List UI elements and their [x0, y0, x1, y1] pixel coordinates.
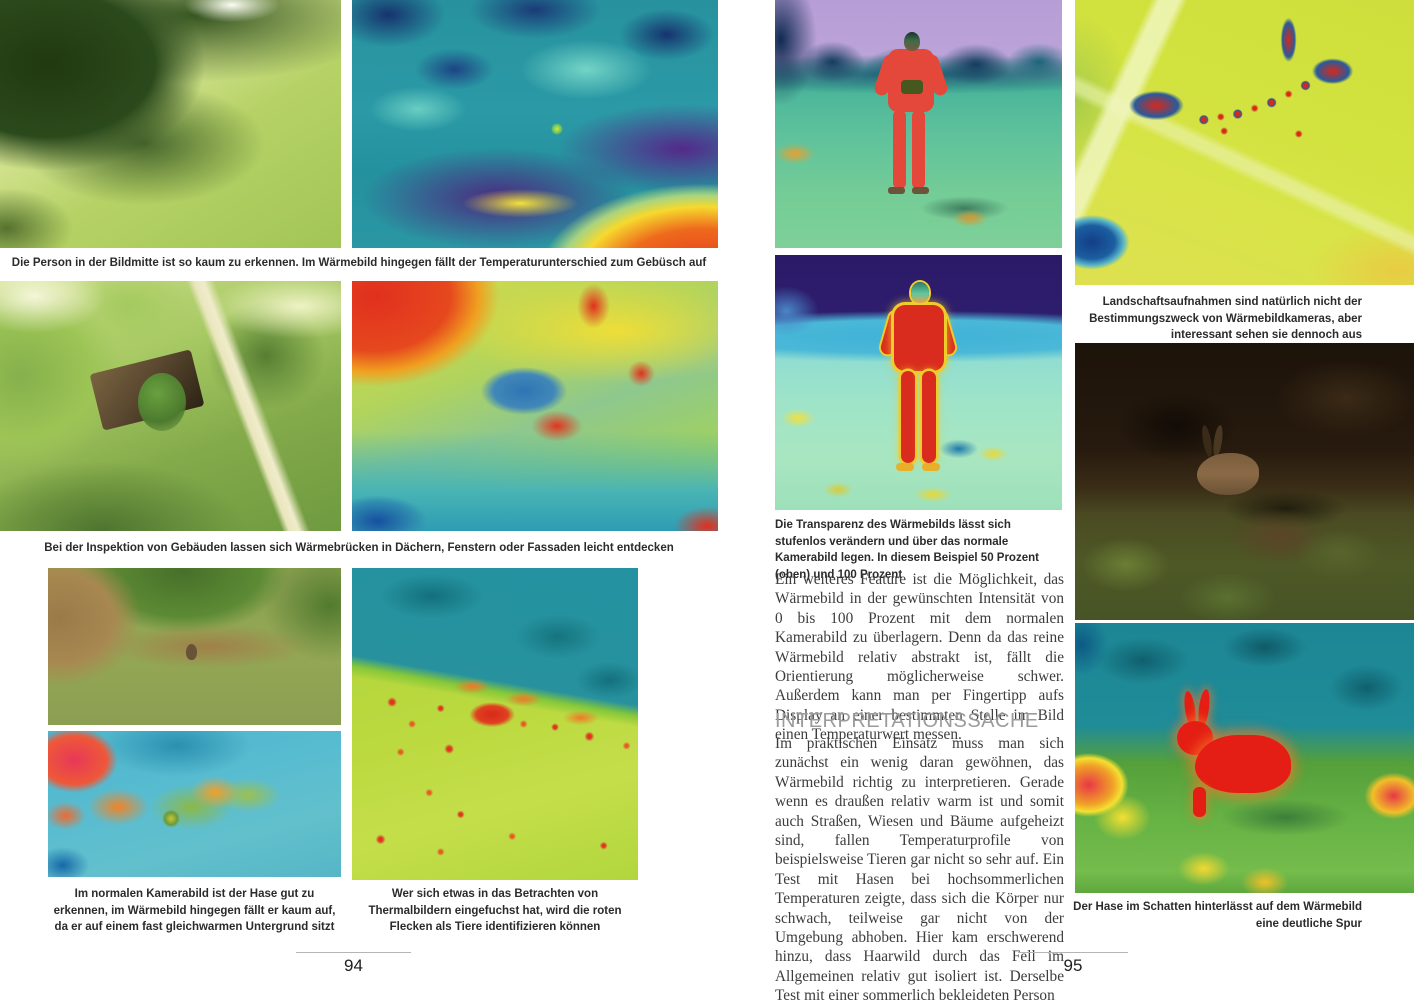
drone-controller [901, 80, 923, 94]
person-foot [896, 463, 914, 471]
tree-over-cabin [138, 373, 186, 431]
caption-thermal-spots: Wer sich etwas in das Betrachten von The… [368, 888, 622, 933]
hare-ear [1200, 424, 1214, 458]
section-heading: INTERPRETATIONSSACHE [775, 710, 1039, 732]
thermal-image-hare-field [48, 731, 341, 877]
page-number-95: 95 [1063, 956, 1083, 975]
photo-house-drone [0, 281, 341, 531]
person-foot [922, 463, 940, 471]
gravel-path [185, 281, 317, 531]
page-rule-95 [1018, 952, 1128, 953]
caption-house-pair: Bei der Inspektion von Gebäuden lassen s… [44, 542, 674, 554]
page-number-94: 94 [344, 956, 363, 975]
person-leg [893, 110, 906, 189]
caption-hare-pair: Im normalen Kamerabild ist der Hase gut … [53, 888, 336, 933]
photo-hare-field [48, 568, 341, 725]
article-column: Ein weiteres Feature ist die Möglichkeit… [775, 570, 1064, 745]
caption-landscape: Landschaftsaufnahmen sind natürlich nich… [1089, 296, 1362, 341]
page-rule-94 [296, 952, 411, 953]
hare-body [1195, 735, 1291, 793]
paragraph-overlay-feature: Ein weiteres Feature ist die Möglichkeit… [775, 571, 1064, 744]
person-leg [901, 371, 915, 463]
caption-hare-shadow: Der Hase im Schatten hinterlässt auf dem… [1073, 901, 1362, 930]
person-foot [888, 187, 905, 194]
thermal-overlay-50-percent [775, 0, 1062, 248]
thermal-image-house [352, 281, 718, 531]
hare-in-photo [186, 644, 197, 660]
photo-hare-shadow [1075, 343, 1414, 620]
person-leg [912, 110, 925, 189]
caption-meadow-pair: Die Person in der Bildmitte ist so kaum … [11, 257, 707, 269]
person-head [904, 32, 920, 51]
thermal-overlay-100-percent [775, 255, 1062, 510]
paragraph-interpretation: Im praktischen Einsatz muss man sich zun… [775, 735, 1064, 1000]
person-leg [922, 371, 936, 463]
person-head [911, 282, 929, 303]
photo-meadow-drone [0, 0, 341, 248]
hare-leg [1193, 787, 1206, 817]
thermal-image-field-spots [352, 568, 638, 880]
caption-transparency: Die Transparenz des Wärmebilds lässt sic… [775, 519, 1039, 581]
person-torso [894, 305, 944, 371]
thermal-image-landscape [1075, 0, 1414, 285]
person-foot [912, 187, 929, 194]
article-column: Im praktischen Einsatz muss man sich zun… [775, 734, 1064, 1000]
hare-body [1197, 453, 1259, 495]
thermal-image-meadow [352, 0, 718, 248]
thermal-image-hare-shadow [1075, 623, 1414, 893]
